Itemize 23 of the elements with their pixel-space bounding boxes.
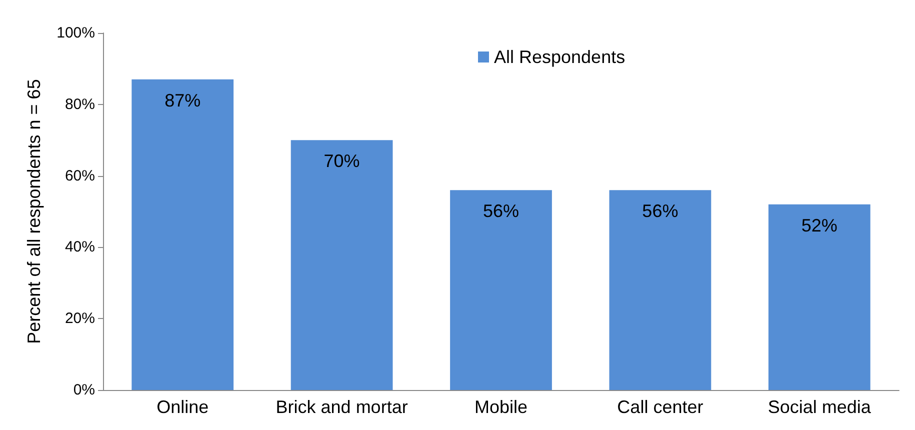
data-label: 56%: [642, 201, 678, 222]
y-tick-label: 80%: [64, 96, 95, 113]
y-tick-label: 20%: [64, 310, 95, 328]
x-tick-label: Social media: [768, 397, 872, 417]
x-tick-label: Brick and mortar: [276, 397, 408, 417]
bar: [450, 190, 552, 390]
bar: [609, 190, 712, 390]
data-label: 56%: [482, 201, 520, 222]
y-tick-label: 40%: [64, 238, 95, 256]
y-axis-title: Percent of all respondents n = 65: [24, 79, 44, 344]
y-tick-label: 0%: [73, 382, 95, 398]
x-tick-label: Online: [156, 397, 209, 417]
data-label: 52%: [801, 215, 838, 236]
x-tick-label: Call center: [617, 397, 704, 417]
y-tick-label: 100%: [56, 24, 95, 42]
legend-label: All Respondents: [494, 47, 626, 67]
bar: [768, 204, 870, 390]
x-tick-label: Mobile: [474, 397, 528, 417]
data-label: 70%: [324, 151, 360, 172]
y-tick-label: 60%: [64, 167, 95, 184]
bar: [290, 140, 393, 390]
data-label: 87%: [164, 90, 201, 110]
bar: [132, 79, 234, 390]
